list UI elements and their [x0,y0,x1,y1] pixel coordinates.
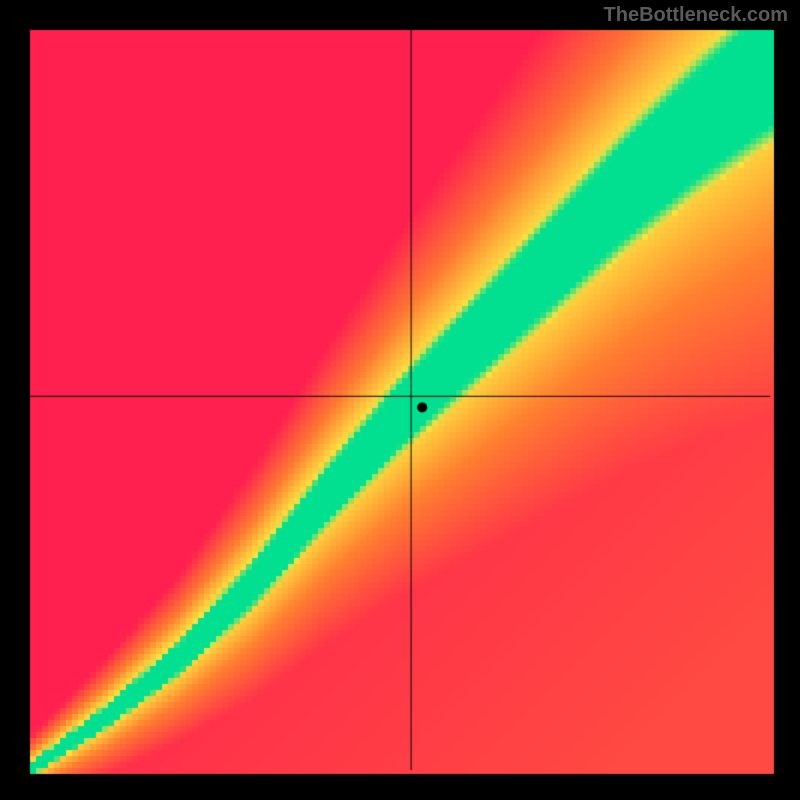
heatmap-canvas [0,0,800,800]
chart-container: TheBottleneck.com [0,0,800,800]
watermark-text: TheBottleneck.com [604,4,788,27]
